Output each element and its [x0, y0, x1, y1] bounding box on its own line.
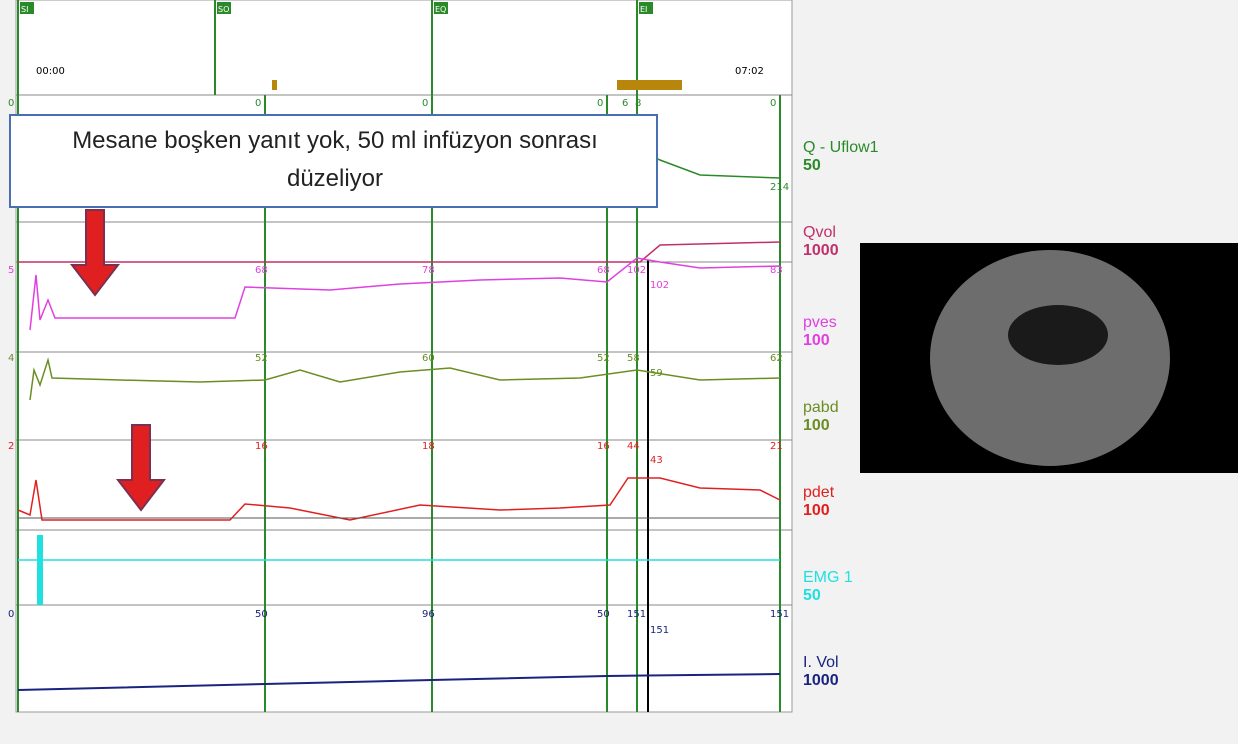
reading: 16: [255, 441, 268, 452]
marker-flag: [434, 2, 448, 14]
reading: 0: [770, 98, 776, 109]
channel-scale: 50: [803, 587, 821, 604]
channel-scale: 1000: [803, 672, 839, 689]
channel-name: pdet: [803, 484, 835, 501]
reading: 102: [627, 265, 646, 276]
reading: 68: [597, 265, 610, 276]
reading: 102: [650, 280, 669, 291]
channel-name: pabd: [803, 399, 839, 416]
reading: 151: [770, 609, 789, 620]
reading: 44: [627, 441, 640, 452]
marker-flag: [217, 2, 231, 14]
channel-scale: 50: [803, 157, 821, 174]
marker: SI: [21, 5, 28, 14]
reading: 214: [770, 182, 789, 193]
reading: 4: [8, 353, 14, 364]
time: 07:02: [735, 66, 764, 77]
channel-name: Q - Uflow1: [803, 139, 879, 156]
reading: 50: [597, 609, 610, 620]
reading: 58: [627, 353, 640, 364]
marker-flag: [639, 2, 653, 14]
reading: 16: [597, 441, 610, 452]
reading: 52: [255, 353, 268, 364]
traces: [17, 149, 781, 691]
marker: EQ: [435, 5, 446, 14]
reading: 0: [8, 98, 14, 109]
channel-scale: 100: [803, 502, 830, 519]
reading: 5: [8, 265, 14, 276]
reading: 68: [255, 265, 268, 276]
channel-name: I. Vol: [803, 654, 839, 671]
reading: 96: [422, 609, 435, 620]
annotation-box: [9, 114, 658, 208]
reading: 78: [422, 265, 435, 276]
channel-scale: 1000: [803, 242, 839, 259]
event-bar: [617, 80, 682, 90]
annotation: Mesane boşken yanıt yok, 50 ml infüzyon …: [72, 127, 598, 192]
reading: 0: [8, 609, 14, 620]
arrows: [69, 209, 167, 512]
reading: 6: [622, 98, 628, 109]
reading: 151: [627, 609, 646, 620]
reading: 83: [770, 265, 783, 276]
marker: EI: [640, 5, 647, 14]
marker-flag: [20, 2, 34, 14]
marker: SO: [218, 5, 229, 14]
reading: 59: [650, 368, 663, 379]
reading: 0: [422, 98, 428, 109]
bladder: [1008, 305, 1108, 365]
channel-name: EMG 1: [803, 569, 853, 586]
channel-name: pves: [803, 314, 837, 331]
reading: 8: [635, 98, 641, 109]
reading: 60: [422, 353, 435, 364]
reading: 151: [650, 625, 669, 636]
event-bar: [272, 80, 277, 90]
time: 00:00: [36, 66, 65, 77]
reading: 50: [255, 609, 268, 620]
reading: 0: [597, 98, 603, 109]
channel-scale: 100: [803, 417, 830, 434]
annotation-holder: Mesane boşken yanıt yok, 50 ml infüzyon …: [72, 127, 598, 192]
reading: 2: [8, 441, 14, 452]
reading: 18: [422, 441, 435, 452]
channel-name: Qvol: [803, 224, 836, 241]
reading: 21: [770, 441, 783, 452]
reading: 0: [255, 98, 261, 109]
reading: 62: [770, 353, 783, 364]
channel-scale: 100: [803, 332, 830, 349]
reading: 43: [650, 455, 663, 466]
reading: 52: [597, 353, 610, 364]
